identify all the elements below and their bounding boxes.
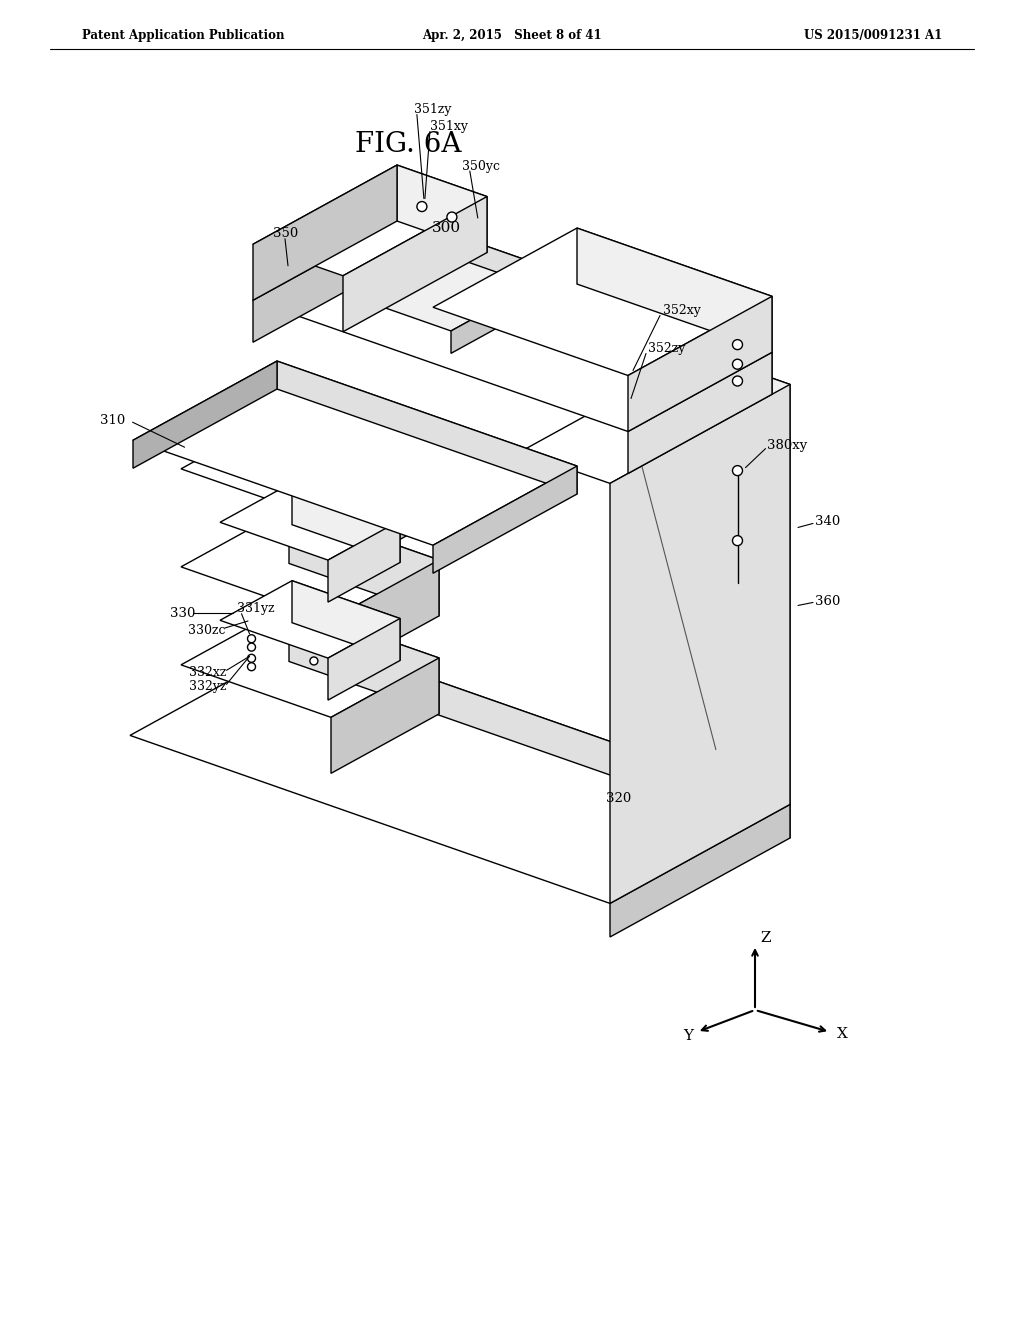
Text: 300: 300: [432, 222, 461, 235]
Polygon shape: [331, 657, 439, 774]
Polygon shape: [343, 197, 487, 331]
Polygon shape: [331, 560, 439, 676]
Polygon shape: [397, 165, 487, 252]
Polygon shape: [130, 636, 790, 903]
Polygon shape: [181, 606, 439, 717]
Circle shape: [310, 657, 317, 665]
Text: 350yc: 350yc: [462, 160, 500, 173]
Polygon shape: [433, 228, 772, 375]
Polygon shape: [700, 352, 790, 804]
Text: 332yz: 332yz: [189, 680, 227, 693]
Text: 380xy: 380xy: [768, 440, 808, 453]
Polygon shape: [328, 520, 400, 602]
Polygon shape: [289, 409, 439, 517]
Circle shape: [248, 635, 256, 643]
Text: Apr. 2, 2015   Sheet 8 of 41: Apr. 2, 2015 Sheet 8 of 41: [422, 29, 602, 41]
Polygon shape: [133, 362, 577, 545]
Polygon shape: [433, 466, 577, 573]
Polygon shape: [451, 272, 559, 354]
Text: US 2015/0091231 A1: US 2015/0091231 A1: [804, 29, 942, 41]
Text: 332xz: 332xz: [189, 665, 227, 678]
Circle shape: [732, 536, 742, 545]
Circle shape: [417, 202, 427, 211]
Polygon shape: [253, 220, 397, 342]
Text: FIG. 6A: FIG. 6A: [355, 132, 462, 158]
Polygon shape: [628, 296, 772, 432]
Polygon shape: [253, 165, 397, 300]
Circle shape: [446, 213, 457, 222]
Polygon shape: [292, 581, 400, 660]
Circle shape: [248, 643, 256, 651]
Polygon shape: [181, 507, 439, 619]
Circle shape: [732, 339, 742, 350]
Polygon shape: [310, 636, 790, 838]
Polygon shape: [289, 606, 439, 714]
Circle shape: [732, 376, 742, 385]
Text: 340: 340: [815, 515, 841, 528]
Text: 350: 350: [273, 227, 298, 240]
Circle shape: [248, 655, 256, 663]
Polygon shape: [361, 240, 559, 331]
Text: Patent Application Publication: Patent Application Publication: [82, 29, 285, 41]
Text: 330zc: 330zc: [188, 623, 225, 636]
Polygon shape: [181, 409, 439, 521]
Polygon shape: [278, 362, 577, 494]
Polygon shape: [220, 581, 400, 659]
Polygon shape: [610, 804, 790, 937]
Polygon shape: [397, 220, 772, 395]
Text: 330: 330: [170, 607, 196, 619]
Circle shape: [248, 663, 256, 671]
Polygon shape: [289, 507, 439, 616]
Text: 351xy: 351xy: [430, 120, 468, 133]
Polygon shape: [253, 165, 487, 276]
Text: 310: 310: [99, 413, 125, 426]
Polygon shape: [577, 228, 772, 352]
Polygon shape: [628, 352, 772, 474]
Polygon shape: [220, 483, 400, 560]
Text: 331yz: 331yz: [237, 602, 274, 615]
Text: Y: Y: [683, 1030, 693, 1043]
Text: Z: Z: [760, 931, 770, 945]
Polygon shape: [610, 384, 790, 903]
Polygon shape: [253, 220, 772, 432]
Text: 351zy: 351zy: [414, 103, 452, 116]
Polygon shape: [469, 240, 559, 294]
Polygon shape: [331, 462, 439, 577]
Text: 320: 320: [606, 792, 631, 804]
Polygon shape: [133, 362, 278, 469]
Circle shape: [732, 359, 742, 370]
Text: 352xy: 352xy: [663, 304, 700, 317]
Polygon shape: [520, 352, 790, 483]
Text: 360: 360: [815, 595, 841, 609]
Text: 352zy: 352zy: [648, 342, 685, 355]
Text: X: X: [837, 1027, 848, 1041]
Circle shape: [732, 466, 742, 475]
Polygon shape: [328, 619, 400, 700]
Polygon shape: [292, 483, 400, 562]
